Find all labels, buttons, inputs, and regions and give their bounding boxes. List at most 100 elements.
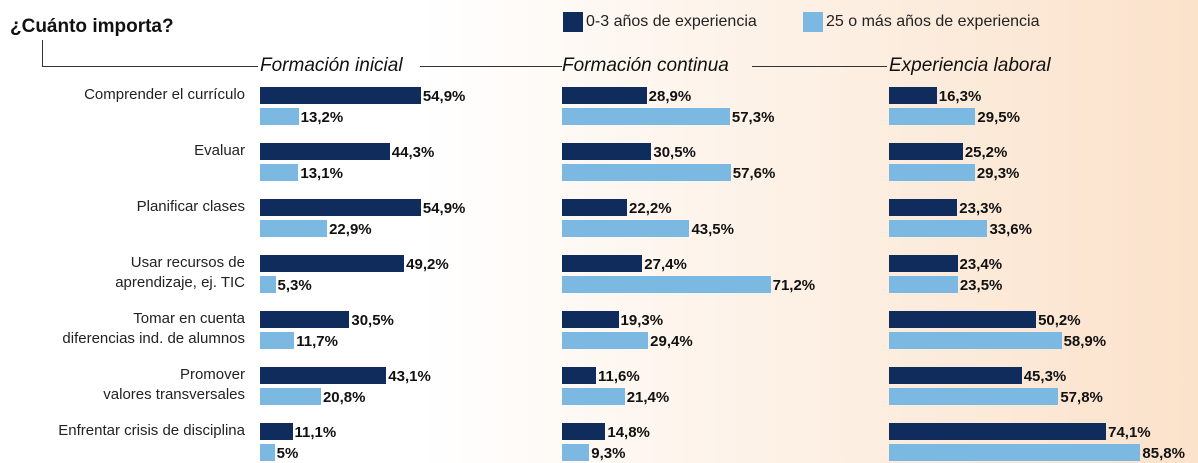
bar — [562, 143, 652, 160]
bar — [889, 367, 1022, 384]
value-label: 43,1% — [388, 368, 431, 385]
value-label: 57,6% — [732, 165, 776, 182]
value-label: 74,1% — [1108, 424, 1151, 441]
bar — [562, 367, 596, 384]
value-label: 57,8% — [1060, 389, 1103, 406]
legend-label: 0-3 años de experiencia — [586, 13, 757, 30]
value-label: 54,9% — [422, 88, 466, 105]
category-label: Enfrentar crisis de disciplina — [58, 422, 245, 439]
bar — [260, 87, 421, 104]
category-label: Usar recursos de aprendizaje, ej. TIC — [115, 254, 245, 291]
bar — [260, 332, 295, 349]
bar — [889, 423, 1107, 440]
category-label: Promover valores transversales — [103, 366, 245, 403]
chart-title: ¿Cuánto importa? — [10, 16, 174, 37]
bar — [260, 423, 293, 440]
value-label: 30,5% — [653, 144, 696, 161]
value-label: 58,9% — [1063, 333, 1107, 350]
bar — [889, 388, 1059, 405]
bracket-line — [42, 66, 258, 67]
bar — [562, 444, 590, 461]
legend-swatch — [563, 12, 583, 32]
bar — [260, 143, 390, 160]
bar — [562, 108, 730, 125]
value-label: 33,6% — [989, 221, 1032, 238]
value-label: 29,5% — [977, 109, 1020, 126]
value-label: 29,4% — [650, 333, 693, 350]
bar — [562, 423, 606, 440]
value-label: 54,9% — [422, 200, 466, 217]
value-label: 5,3% — [277, 277, 312, 294]
value-label: 71,2% — [772, 277, 816, 294]
value-label: 19,3% — [620, 312, 664, 329]
value-label: 49,2% — [406, 256, 449, 273]
bar — [260, 367, 387, 384]
value-label: 23,5% — [959, 277, 1003, 294]
value-label: 23,3% — [959, 200, 1002, 217]
value-label: 13,1% — [300, 165, 343, 182]
value-label: 43,5% — [691, 221, 734, 238]
bar — [889, 87, 937, 104]
bar — [260, 108, 299, 125]
bar — [562, 220, 690, 237]
value-label: 22,2% — [629, 200, 672, 217]
bar — [260, 199, 421, 216]
category-label: Planificar clases — [136, 198, 245, 215]
value-label: 23,4% — [959, 256, 1003, 273]
bracket-vertical — [42, 40, 43, 67]
bar — [562, 87, 647, 104]
bar — [889, 143, 963, 160]
value-label: 11,1% — [294, 424, 337, 441]
bar — [562, 255, 643, 272]
bar — [889, 199, 958, 216]
bar — [562, 311, 619, 328]
bar — [562, 164, 731, 181]
value-label: 85,8% — [1142, 445, 1185, 462]
bar — [889, 444, 1141, 461]
value-label: 21,4% — [626, 389, 670, 406]
value-label: 22,9% — [329, 221, 372, 238]
bar — [260, 164, 299, 181]
legend-swatch — [803, 12, 823, 32]
bar — [889, 276, 958, 293]
bar — [260, 388, 321, 405]
value-label: 13,2% — [300, 109, 344, 126]
value-label: 11,7% — [296, 333, 338, 350]
value-label: 5% — [276, 445, 299, 462]
value-label: 45,3% — [1023, 368, 1067, 385]
bar — [889, 108, 976, 125]
bar — [562, 388, 625, 405]
value-label: 9,3% — [591, 445, 626, 462]
panel-title: Formación inicial — [260, 55, 403, 76]
bar — [889, 164, 975, 181]
bracket-line — [420, 66, 562, 67]
value-label: 57,3% — [731, 109, 775, 126]
bar — [562, 276, 771, 293]
bar — [562, 332, 649, 349]
value-label: 11,6% — [597, 368, 640, 385]
category-label: Tomar en cuenta diferencias ind. de alum… — [62, 310, 245, 347]
value-label: 27,4% — [644, 256, 687, 273]
bar — [889, 220, 988, 237]
value-label: 29,3% — [976, 165, 1020, 182]
bar — [562, 199, 628, 216]
category-label: Evaluar — [194, 142, 245, 159]
value-label: 30,5% — [351, 312, 394, 329]
bar — [260, 255, 405, 272]
value-label: 50,2% — [1038, 312, 1081, 329]
value-label: 16,3% — [938, 88, 982, 105]
value-label: 20,8% — [322, 389, 366, 406]
panel-title: Formación continua — [562, 55, 729, 76]
value-label: 25,2% — [964, 144, 1008, 161]
bar — [260, 444, 275, 461]
bar — [889, 255, 958, 272]
value-label: 28,9% — [648, 88, 692, 105]
bar — [889, 332, 1062, 349]
bracket-line — [752, 66, 887, 67]
bar — [260, 311, 350, 328]
value-label: 44,3% — [391, 144, 435, 161]
bar — [260, 276, 276, 293]
category-label: Comprender el currículo — [84, 86, 245, 103]
bar — [260, 220, 328, 237]
